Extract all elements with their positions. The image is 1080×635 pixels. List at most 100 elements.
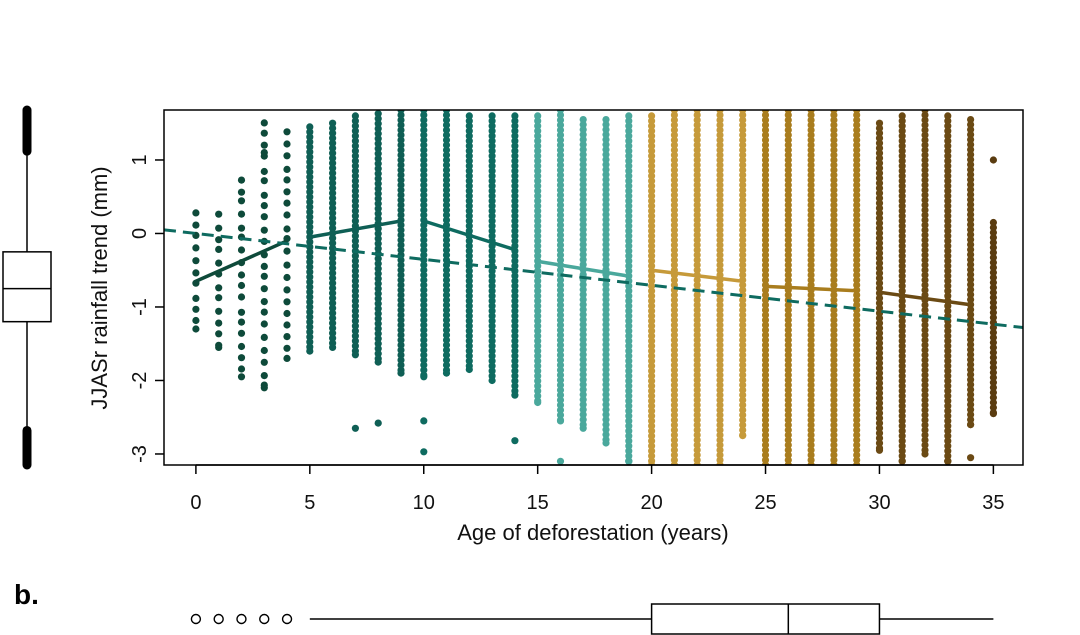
data-point — [853, 426, 861, 434]
data-point — [488, 197, 496, 205]
data-point — [830, 431, 838, 439]
data-point — [488, 332, 496, 340]
data-point — [921, 401, 929, 409]
data-point — [556, 186, 565, 194]
data-point — [739, 111, 747, 119]
data-point — [625, 267, 633, 275]
data-point — [579, 186, 587, 194]
data-point — [260, 167, 268, 176]
data-point — [921, 331, 929, 339]
data-point — [670, 351, 679, 359]
data-point — [853, 166, 861, 174]
data-point — [739, 356, 747, 364]
data-point — [625, 227, 633, 235]
data-point — [739, 146, 747, 154]
data-point — [716, 436, 724, 444]
data-point — [761, 436, 770, 444]
data-point — [465, 257, 473, 265]
data-point — [351, 187, 359, 195]
data-point — [670, 376, 679, 384]
data-point — [534, 177, 542, 185]
data-point — [830, 461, 838, 465]
data-point — [784, 256, 792, 264]
data-point — [761, 366, 770, 374]
data-point — [807, 216, 815, 224]
data-point — [921, 191, 929, 199]
data-point — [329, 184, 337, 192]
data-point — [260, 346, 268, 355]
data-point — [306, 173, 314, 181]
data-point — [716, 261, 724, 269]
data-point — [602, 416, 610, 424]
data-point — [579, 201, 587, 209]
data-point — [420, 301, 428, 309]
data-point — [625, 402, 633, 410]
data-point — [967, 371, 975, 379]
data-point — [898, 457, 906, 465]
data-point — [488, 287, 496, 295]
data-point — [670, 126, 679, 134]
data-point — [625, 362, 633, 370]
data-point — [625, 417, 633, 425]
data-point — [534, 112, 542, 120]
data-point — [944, 222, 952, 230]
data-point — [534, 192, 542, 200]
data-point — [374, 300, 382, 308]
data-point — [693, 146, 701, 154]
data-point — [260, 298, 268, 306]
data-point — [534, 182, 542, 190]
data-point — [716, 376, 724, 384]
data-point — [397, 196, 405, 204]
y-marginal-boxplot — [2, 105, 52, 470]
data-point — [807, 161, 815, 169]
data-point — [602, 411, 610, 419]
data-point — [739, 151, 747, 159]
data-point — [784, 141, 792, 149]
data-point — [875, 194, 884, 202]
data-point — [625, 407, 633, 415]
data-point — [875, 239, 884, 247]
data-point — [351, 147, 359, 155]
data-point — [898, 132, 906, 140]
data-point — [648, 312, 656, 320]
point-column — [579, 116, 587, 432]
data-point — [511, 127, 519, 135]
data-point — [374, 185, 382, 193]
data-point — [602, 221, 610, 229]
data-point — [807, 446, 815, 454]
data-point — [534, 187, 542, 195]
data-point — [556, 111, 565, 119]
data-point — [556, 266, 565, 274]
data-point — [579, 216, 587, 224]
data-point — [488, 147, 496, 155]
data-point — [374, 165, 382, 173]
data-point — [830, 296, 838, 304]
data-point — [807, 211, 815, 219]
data-point — [693, 211, 701, 219]
data-point — [944, 182, 952, 190]
point-column — [192, 209, 200, 333]
data-point — [784, 451, 792, 459]
data-point — [465, 237, 473, 245]
data-point — [967, 291, 975, 299]
data-point — [442, 111, 451, 119]
data-point — [739, 266, 747, 274]
data-point — [761, 376, 770, 384]
data-point — [192, 257, 200, 265]
data-point — [556, 166, 565, 174]
data-point — [648, 397, 656, 405]
data-point — [921, 256, 929, 264]
data-point — [784, 376, 792, 384]
data-point — [625, 237, 633, 245]
data-point — [830, 446, 838, 454]
data-point — [602, 351, 610, 359]
data-point — [761, 156, 770, 164]
data-point — [716, 451, 724, 459]
data-point — [648, 461, 656, 465]
data-point — [944, 412, 952, 420]
data-point — [192, 325, 200, 333]
data-point — [807, 231, 815, 239]
data-point — [807, 221, 815, 229]
data-point — [716, 256, 724, 264]
y-axis-title: JJASr rainfall trend (mm) — [87, 166, 112, 409]
